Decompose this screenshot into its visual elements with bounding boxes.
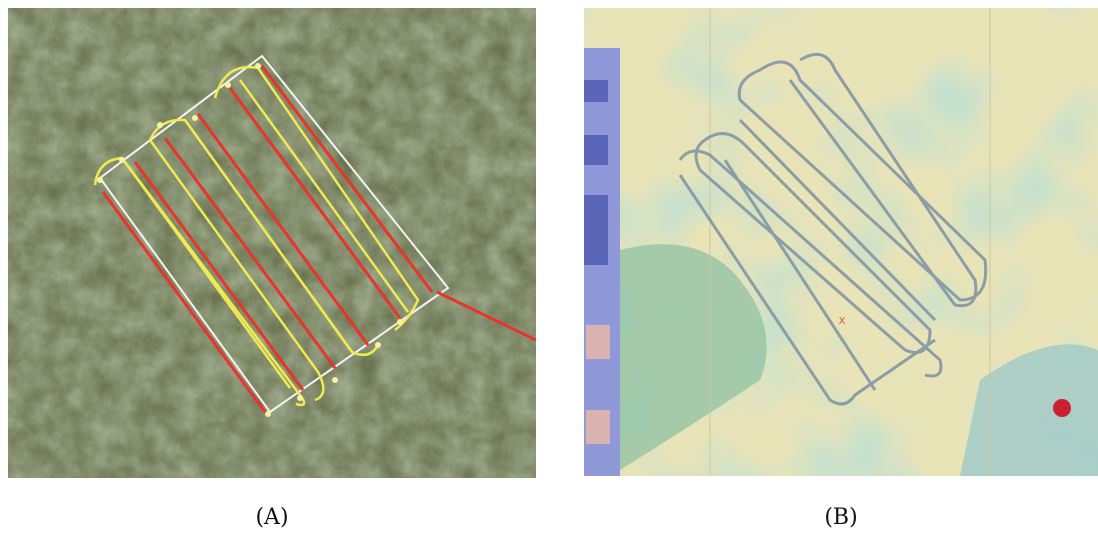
svg-text:x: x bbox=[838, 313, 845, 327]
caption: (B) bbox=[824, 505, 857, 530]
figure: x (A) (B) bbox=[0, 0, 1098, 538]
caption: (A) bbox=[255, 505, 288, 530]
panel-a bbox=[8, 8, 536, 478]
panel-b: x bbox=[584, 8, 1098, 476]
